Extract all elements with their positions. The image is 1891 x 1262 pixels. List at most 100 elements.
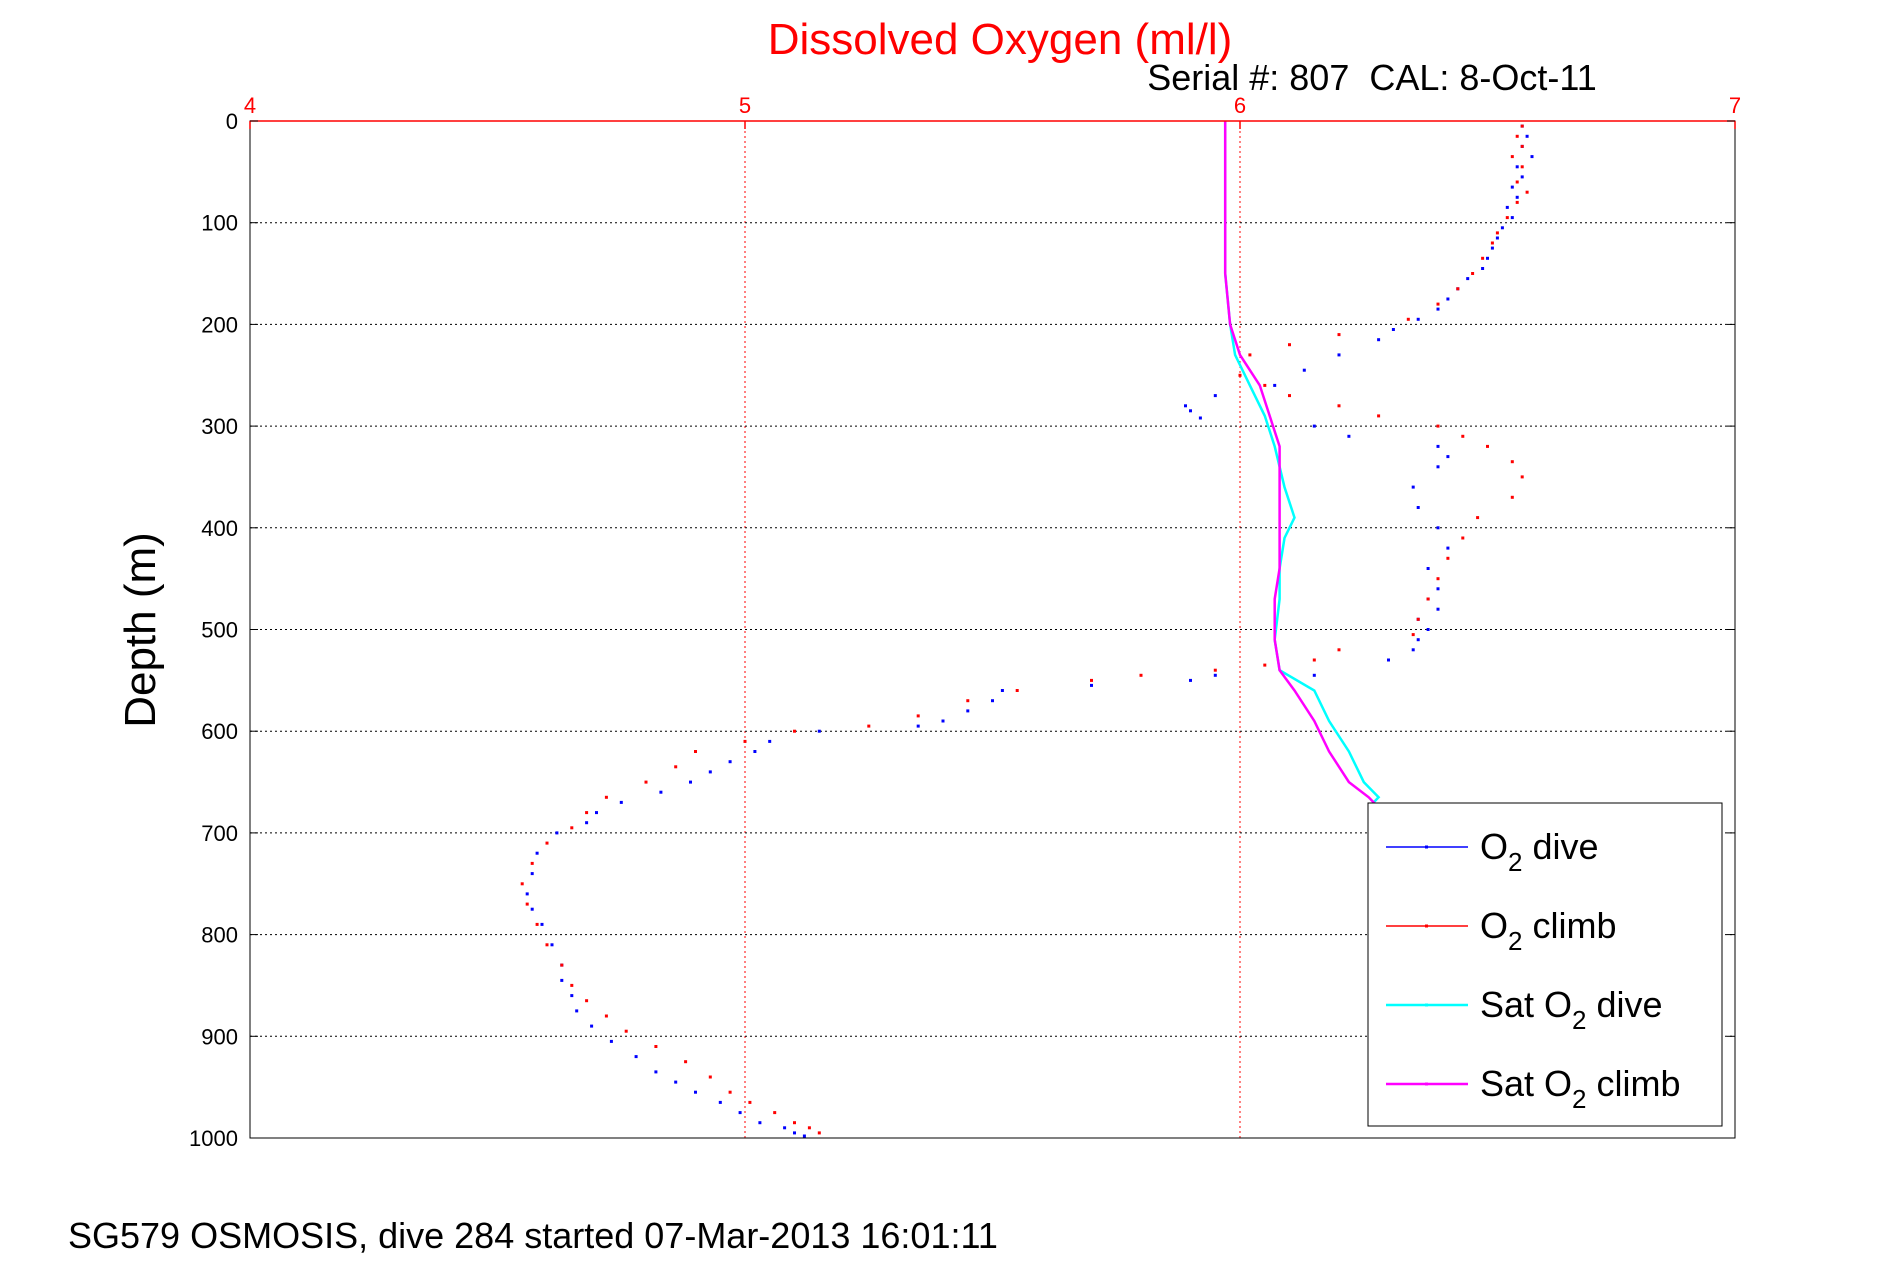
data-point	[674, 1080, 678, 1084]
data-point	[545, 841, 549, 845]
data-point	[1436, 424, 1440, 428]
data-point	[1436, 587, 1440, 591]
data-point	[654, 1045, 658, 1048]
data-point	[1337, 333, 1341, 337]
data-point	[530, 907, 534, 911]
data-point	[1481, 256, 1485, 260]
data-point	[1481, 267, 1485, 270]
chart-title: Dissolved Oxygen (ml/l)	[768, 15, 1233, 64]
data-point	[530, 872, 534, 876]
data-point	[1213, 668, 1217, 672]
data-point	[595, 811, 598, 815]
data-point	[570, 994, 574, 998]
data-point	[590, 1024, 594, 1028]
data-point	[793, 1131, 796, 1135]
data-point	[1416, 638, 1420, 642]
data-point	[1525, 190, 1529, 194]
data-point	[570, 826, 574, 830]
legend: O2 dive O2 climb Sat O2 dive Sat O2 climb	[1367, 802, 1723, 1127]
data-point	[1387, 658, 1390, 662]
data-point	[585, 821, 589, 825]
data-point	[1184, 404, 1187, 408]
legend-entry-label: Sat O2 climb	[1480, 1063, 1681, 1114]
data-point	[1139, 673, 1143, 677]
data-point	[1213, 394, 1217, 398]
data-point	[1436, 607, 1440, 611]
data-point	[1411, 648, 1415, 652]
data-point	[1476, 516, 1480, 520]
series-line-2	[1223, 121, 1381, 809]
y-tick-label: 500	[201, 618, 238, 643]
axes: 4 5 6 7 0 100 200 300 400 500 600 700 800 900 1000	[189, 93, 1741, 1151]
data-point	[728, 1090, 732, 1094]
data-point	[545, 943, 549, 947]
data-point	[807, 1126, 811, 1130]
y-tick-label: 1000	[189, 1126, 238, 1151]
data-point	[1198, 416, 1202, 420]
data-point	[708, 1075, 712, 1079]
data-point	[585, 811, 589, 815]
data-point	[1273, 383, 1277, 387]
data-point	[1416, 617, 1420, 621]
data-point	[1446, 556, 1450, 560]
data-point	[1337, 353, 1341, 357]
y-tick-label: 100	[201, 211, 238, 236]
data-point	[1337, 648, 1341, 652]
data-point	[1525, 134, 1529, 138]
data-point	[1520, 475, 1524, 479]
data-point	[916, 724, 920, 728]
data-point	[1461, 434, 1465, 438]
data-point	[555, 831, 559, 835]
data-point	[1446, 297, 1450, 301]
data-point	[1520, 175, 1524, 179]
data-point	[694, 1090, 697, 1094]
data-point	[1510, 460, 1514, 464]
data-point	[753, 750, 757, 753]
data-point	[1505, 216, 1509, 220]
data-point	[1490, 241, 1494, 245]
data-point	[1312, 673, 1316, 677]
data-point	[1510, 495, 1514, 499]
data-point	[1530, 155, 1534, 159]
data-point	[1411, 633, 1415, 637]
data-point	[1510, 155, 1514, 159]
data-point	[1510, 185, 1514, 189]
y-tick-label: 300	[201, 414, 238, 439]
data-point	[817, 1131, 821, 1135]
data-point	[773, 1111, 777, 1115]
data-point	[1213, 673, 1217, 677]
data-point	[1436, 444, 1440, 448]
data-point	[560, 978, 564, 982]
data-point	[1436, 302, 1440, 306]
y-tick-label: 400	[201, 516, 238, 541]
data-point	[1471, 272, 1475, 275]
data-point	[520, 882, 524, 886]
data-point	[560, 963, 564, 967]
data-point	[530, 861, 534, 865]
legend-box	[1367, 802, 1723, 1127]
dive-info-caption: SG579 OSMOSIS, dive 284 started 07-Mar-2…	[68, 1215, 998, 1256]
data-point	[654, 1070, 658, 1074]
data-point	[535, 922, 539, 926]
data-point	[758, 1121, 762, 1125]
data-point	[644, 780, 648, 784]
data-point	[728, 760, 732, 764]
data-point	[1520, 165, 1524, 169]
data-point	[1436, 307, 1440, 311]
data-point	[1416, 506, 1420, 509]
data-point	[570, 983, 574, 987]
data-point	[1520, 144, 1524, 148]
data-point	[1510, 216, 1514, 220]
data-point	[1495, 231, 1499, 235]
data-point	[1515, 165, 1519, 169]
data-point	[689, 780, 692, 784]
data-point	[604, 795, 608, 799]
data-point	[1505, 205, 1509, 209]
data-point	[1490, 246, 1494, 250]
data-point	[966, 699, 970, 703]
y-tick-label: 800	[201, 923, 238, 948]
data-point	[738, 1111, 742, 1115]
data-point	[743, 739, 747, 743]
data-point	[1377, 338, 1381, 342]
data-point	[991, 699, 994, 703]
